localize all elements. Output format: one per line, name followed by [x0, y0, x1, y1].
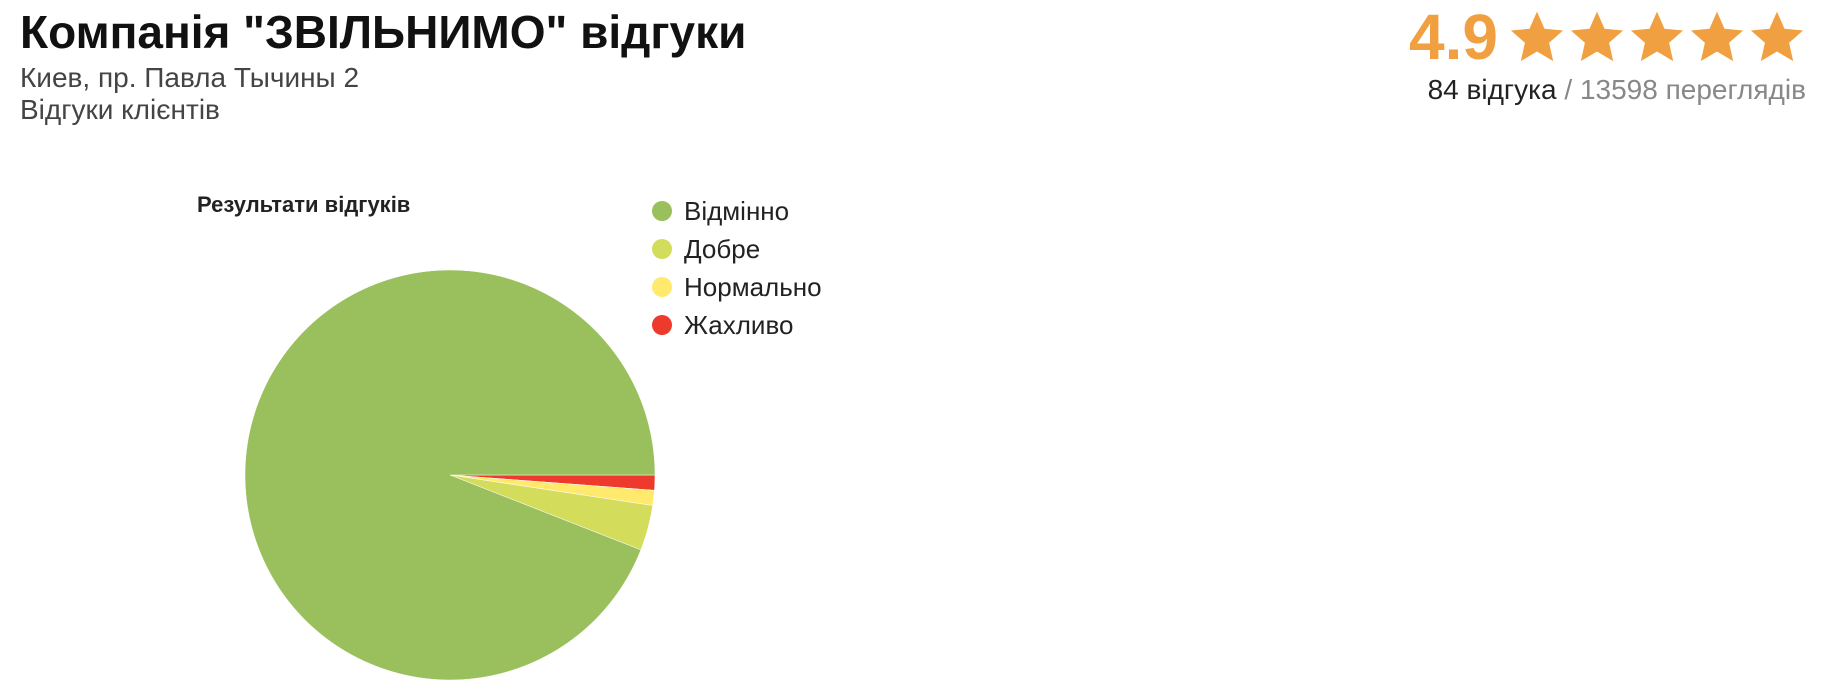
- chart-title: Результати відгуків: [197, 192, 411, 217]
- legend-swatch: [652, 277, 672, 297]
- legend-label: Добре: [684, 233, 761, 264]
- legend-label: Нормально: [684, 271, 822, 302]
- star-icon: [1690, 11, 1744, 62]
- legend-item[interactable]: Нормально: [652, 268, 822, 306]
- rating-value: 4.9: [1409, 1, 1498, 73]
- legend-swatch: [652, 239, 672, 259]
- legend-label: Жахливо: [684, 309, 794, 340]
- star-icon: [1630, 11, 1684, 62]
- company-title: Компанія "ЗВІЛЬНИМО" відгуки: [20, 6, 747, 58]
- views-count: 13598 переглядів: [1579, 74, 1806, 105]
- company-address: Киев, пр. Павла Тычины 2: [20, 62, 360, 93]
- legend-label: Відмінно: [684, 195, 790, 226]
- chart-legend: Відмінно Добре Нормально Жахливо: [652, 192, 822, 344]
- legend-swatch: [652, 201, 672, 221]
- star-icon: [1750, 11, 1804, 62]
- stats-separator: /: [1556, 74, 1580, 105]
- rating-stats: 84 відгука / 13598 переглядів: [1409, 74, 1806, 106]
- reviews-subtitle: Відгуки клієнтів: [20, 94, 220, 125]
- pie-chart: [244, 269, 656, 681]
- company-header: Компанія "ЗВІЛЬНИМО" відгуки Киев, пр. П…: [20, 0, 746, 126]
- legend-swatch: [652, 315, 672, 335]
- rating-stars: [1508, 8, 1806, 66]
- legend-item[interactable]: Жахливо: [652, 306, 822, 344]
- legend-item[interactable]: Відмінно: [652, 192, 822, 230]
- rating-summary: 4.9 84 відгука / 13598 переглядів: [1409, 0, 1806, 106]
- star-icon: [1570, 11, 1624, 62]
- review-count[interactable]: 84 відгука: [1427, 74, 1557, 105]
- pie-slice[interactable]: [244, 269, 656, 681]
- reviews-chart: Результати відгуків Відмінно Добре Нормаль…: [0, 150, 900, 694]
- legend-item[interactable]: Добре: [652, 230, 822, 268]
- star-icon: [1510, 11, 1564, 62]
- rating-row: 4.9: [1409, 0, 1806, 74]
